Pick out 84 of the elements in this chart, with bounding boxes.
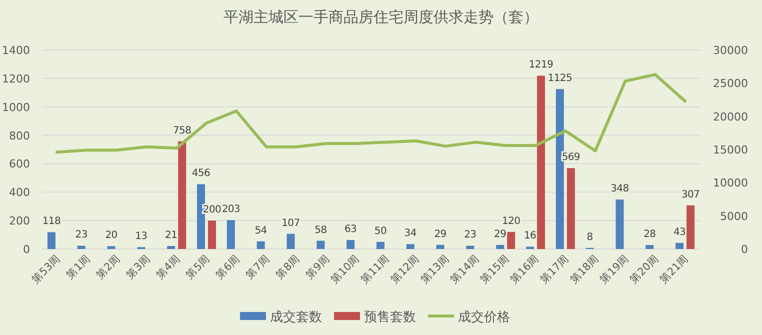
legend-label: 成交套数 (270, 309, 322, 325)
y-tick-label: 0 (23, 243, 30, 256)
data-label: 107 (282, 218, 300, 229)
x-tick-label: 第8周 (274, 252, 302, 282)
data-label: 8 (586, 232, 593, 243)
data-label: 203 (222, 204, 240, 216)
x-tick-label: 第7周 (244, 252, 272, 282)
y-tick-label: 600 (9, 158, 30, 171)
y-tick-label: 1200 (2, 72, 30, 86)
title: 平湖主城区一手商品房住宅周度供求走势（套） (224, 8, 538, 26)
legend-label: 成交价格 (458, 309, 510, 325)
data-label: 1219 (528, 60, 554, 71)
legend-预售套数: 预售套数 (334, 310, 416, 325)
data-label: 58 (314, 224, 327, 236)
y-tick-label: 1400 (2, 44, 30, 57)
bar (316, 240, 325, 249)
bar (346, 240, 355, 249)
x-tick-label: 第3周 (124, 252, 153, 282)
data-label: 28 (644, 229, 656, 240)
legend-label: 预售套数 (364, 310, 416, 325)
data-label: 758 (172, 125, 192, 136)
bar (47, 232, 56, 249)
bar (107, 246, 116, 249)
x-tick-label: 第12周 (388, 252, 422, 286)
data-label: 456 (192, 168, 210, 180)
data-label: 63 (344, 224, 357, 236)
bar (77, 246, 86, 249)
bar (466, 246, 474, 249)
data-label: 118 (42, 216, 61, 228)
bar (537, 76, 545, 249)
y-tick-label: 1000 (2, 100, 30, 114)
data-label: 1125 (548, 73, 572, 84)
y2-tick-label: 10000 (713, 176, 748, 190)
bar (406, 244, 414, 249)
bar (566, 168, 575, 249)
data-label: 307 (681, 189, 700, 200)
bar (208, 220, 216, 249)
data-label: 23 (464, 230, 476, 241)
bar (436, 244, 444, 249)
data-label: 29 (494, 228, 506, 240)
legend-成交价格: 成交价格 (428, 310, 510, 325)
bar (496, 244, 504, 249)
data-label: 54 (254, 225, 267, 236)
x-tick-label: 第2周 (94, 252, 123, 282)
data-label: 20 (105, 230, 118, 242)
bar (676, 242, 684, 249)
data-label: 23 (75, 230, 88, 241)
x-tick-label: 第6周 (214, 252, 243, 282)
x-tick-label: 第4周 (154, 252, 183, 282)
bar (507, 232, 516, 249)
y-tick-label: 200 (9, 214, 30, 228)
bar (167, 246, 176, 249)
x-tick-label: 第21周 (658, 252, 692, 286)
y2-tick-label: 15000 (713, 144, 748, 156)
bar (226, 220, 235, 249)
bar (646, 245, 654, 249)
bar (556, 89, 564, 249)
bar (376, 242, 384, 249)
y2-tick-label: 0 (741, 243, 748, 256)
data-label: 43 (673, 226, 686, 238)
data-label: 13 (135, 231, 148, 242)
bar (197, 184, 205, 249)
y2-tick-label: 5000 (720, 210, 748, 223)
bar (616, 200, 624, 249)
data-label: 348 (610, 184, 629, 195)
data-label: 29 (434, 228, 446, 240)
y2-tick-label: 25000 (713, 77, 748, 90)
x-tick-label: 第53周 (30, 252, 64, 286)
legend-成交套数: 成交套数 (240, 310, 322, 325)
y2-tick-label: 30000 (713, 44, 748, 57)
bar (178, 141, 186, 249)
data-label: 21 (165, 230, 178, 242)
x-tick-label: 第1周 (64, 252, 93, 282)
data-label: 50 (374, 226, 387, 237)
data-label: 120 (502, 216, 520, 227)
bar (256, 241, 265, 249)
data-label: 16 (524, 230, 536, 242)
data-label: 34 (404, 228, 416, 240)
y-tick-label: 400 (9, 186, 30, 200)
y-tick-label: 800 (9, 129, 30, 142)
x-tick-label: 第5周 (184, 252, 213, 282)
bar (286, 234, 295, 249)
y2-tick-label: 20000 (713, 110, 748, 124)
bar (686, 205, 695, 249)
